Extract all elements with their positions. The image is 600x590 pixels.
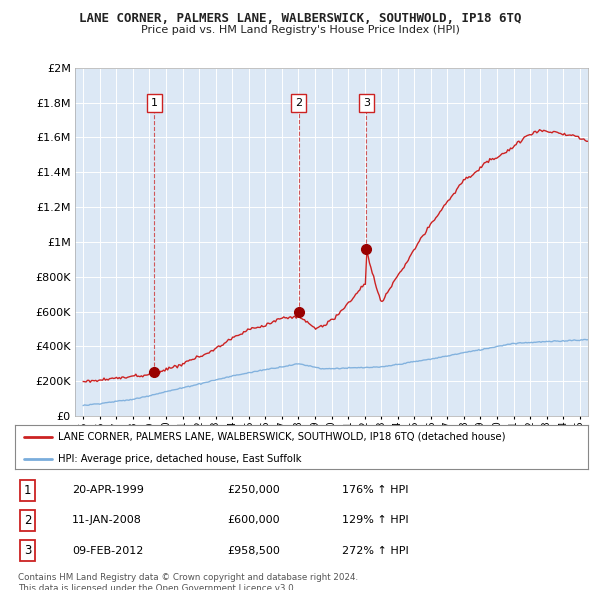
Text: 11-JAN-2008: 11-JAN-2008 [73,516,142,526]
Text: £958,500: £958,500 [227,546,280,556]
Text: 1: 1 [151,98,158,107]
Text: 1: 1 [24,484,31,497]
Text: 20-APR-1999: 20-APR-1999 [73,486,144,495]
Text: £250,000: £250,000 [227,486,280,495]
Text: Contains HM Land Registry data © Crown copyright and database right 2024.
This d: Contains HM Land Registry data © Crown c… [18,573,358,590]
Text: 3: 3 [24,544,31,557]
Text: 3: 3 [363,98,370,107]
Text: 176% ↑ HPI: 176% ↑ HPI [341,486,408,495]
Text: 272% ↑ HPI: 272% ↑ HPI [341,546,409,556]
Text: 2: 2 [295,98,302,107]
Text: £600,000: £600,000 [227,516,280,526]
Text: 129% ↑ HPI: 129% ↑ HPI [341,516,408,526]
Text: 09-FEB-2012: 09-FEB-2012 [73,546,143,556]
Text: HPI: Average price, detached house, East Suffolk: HPI: Average price, detached house, East… [58,454,301,464]
Text: Price paid vs. HM Land Registry's House Price Index (HPI): Price paid vs. HM Land Registry's House … [140,25,460,35]
Text: LANE CORNER, PALMERS LANE, WALBERSWICK, SOUTHWOLD, IP18 6TQ: LANE CORNER, PALMERS LANE, WALBERSWICK, … [79,12,521,25]
Text: 2: 2 [24,514,31,527]
Text: LANE CORNER, PALMERS LANE, WALBERSWICK, SOUTHWOLD, IP18 6TQ (detached house): LANE CORNER, PALMERS LANE, WALBERSWICK, … [58,432,505,442]
